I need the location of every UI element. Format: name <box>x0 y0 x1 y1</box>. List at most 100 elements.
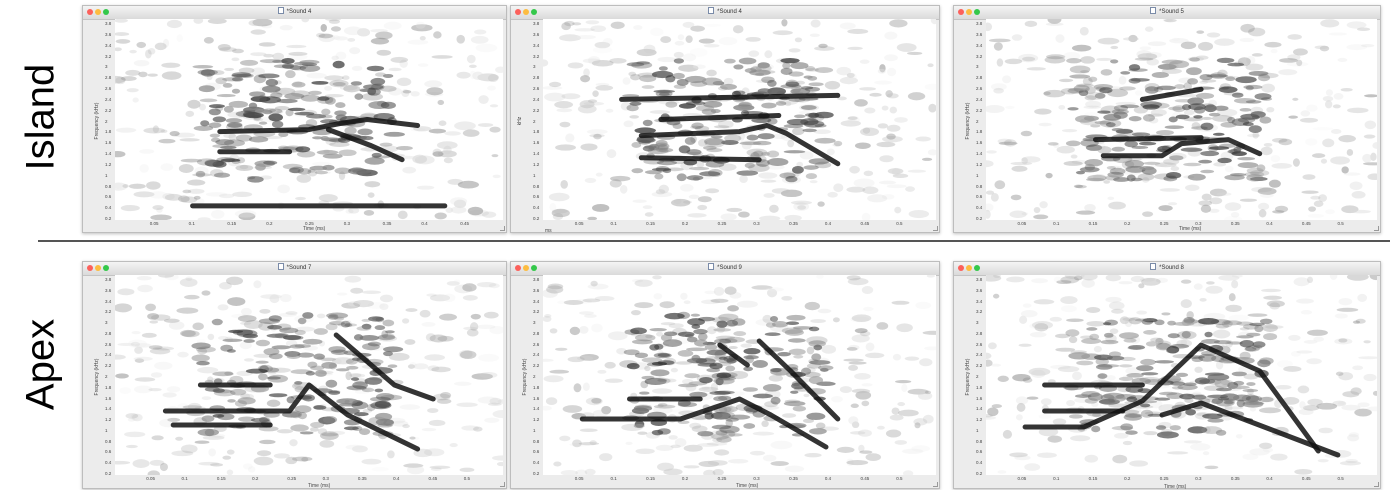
close-button[interactable] <box>958 9 964 15</box>
y-tick-label: 1.2 <box>105 161 112 167</box>
energy-blob <box>351 401 369 410</box>
noise-blob <box>1272 210 1285 214</box>
zoom-button[interactable] <box>531 9 537 15</box>
title-bar[interactable]: *Sound 7 <box>83 262 506 276</box>
row-label-island: Island <box>18 63 63 171</box>
spectrogram-window-1[interactable]: *Sound 4 Frequency (kHz) Time (ms) 3.8 3.… <box>82 5 507 233</box>
noise-blob <box>428 419 446 427</box>
close-button[interactable] <box>515 9 521 15</box>
noise-blob <box>462 129 480 137</box>
spectrogram-plot[interactable] <box>115 19 503 220</box>
y-axis-label: Frequency (kHz) <box>94 358 100 396</box>
noise-blob <box>450 206 467 214</box>
y-tick-label: 3 <box>533 64 536 70</box>
energy-blob <box>686 336 698 343</box>
energy-blob <box>192 64 214 69</box>
minimize-button[interactable] <box>523 9 529 15</box>
energy-blob <box>808 376 824 385</box>
spectrogram-window-2[interactable]: *Sound 4 kHz ms 3.8 3.6 3.4 3.2 3 2.8 2.6 2.4 2.… <box>510 5 940 234</box>
spectrogram-window-6[interactable]: *Sound 8 Frequency (kHz) Time (ms) 3.8 3.… <box>953 261 1381 490</box>
noise-blob <box>133 59 150 67</box>
noise-blob <box>1100 69 1113 76</box>
noise-blob <box>1206 281 1215 285</box>
noise-blob <box>1060 305 1077 313</box>
noise-blob <box>787 139 795 148</box>
resize-handle[interactable] <box>933 226 938 231</box>
energy-blob <box>686 175 704 181</box>
close-button[interactable] <box>958 265 964 271</box>
spectrogram-window-4[interactable]: *Sound 7 Frequency (kHz) Time (ms) 3.8 3.… <box>82 261 507 489</box>
noise-blob <box>312 171 331 175</box>
title-bar[interactable]: *Sound 4 <box>83 6 506 20</box>
close-button[interactable] <box>87 9 93 15</box>
title-bar[interactable]: *Sound 9 <box>511 262 939 276</box>
noise-blob <box>990 363 1002 367</box>
noise-blob <box>1338 297 1353 306</box>
zoom-button[interactable] <box>103 9 109 15</box>
x-tick-label: 0.1 <box>181 476 188 481</box>
minimize-button[interactable] <box>95 265 101 271</box>
y-tick-label: 2.6 <box>105 341 112 347</box>
noise-blob <box>429 334 448 343</box>
noise-blob <box>147 73 158 77</box>
noise-blob <box>589 133 605 138</box>
title-bar[interactable]: *Sound 4 <box>511 6 939 20</box>
y-tick-label: 0.2 <box>105 216 112 221</box>
x-tick-label: 0.25 <box>717 476 727 481</box>
harmonic-contour <box>1022 342 1321 454</box>
energy-blob <box>639 74 657 83</box>
title-bar[interactable]: *Sound 5 <box>954 6 1380 20</box>
spectrogram-plot[interactable] <box>986 275 1377 475</box>
window-title: *Sound 9 <box>511 263 939 271</box>
zoom-button[interactable] <box>531 265 537 271</box>
energy-blob <box>368 316 384 322</box>
y-axis-label: Frequency (kHz) <box>965 102 971 140</box>
harmonic-contour <box>325 127 405 163</box>
spectrogram-plot[interactable] <box>543 19 936 220</box>
resize-handle[interactable] <box>933 482 938 487</box>
close-button[interactable] <box>515 265 521 271</box>
energy-blob <box>699 171 721 177</box>
minimize-button[interactable] <box>95 9 101 15</box>
title-bar[interactable]: *Sound 8 <box>954 262 1380 276</box>
noise-blob <box>1251 186 1272 193</box>
spectrogram-plot[interactable] <box>115 275 503 475</box>
energy-blob <box>209 133 221 138</box>
zoom-button[interactable] <box>974 265 980 271</box>
noise-blob <box>681 378 694 385</box>
resize-handle[interactable] <box>500 226 505 231</box>
noise-blob <box>1045 22 1064 26</box>
energy-blob <box>1237 157 1256 161</box>
energy-blob <box>330 349 349 355</box>
energy-blob <box>715 430 728 436</box>
noise-blob <box>472 71 484 80</box>
zoom-button[interactable] <box>974 9 980 15</box>
energy-blob <box>1191 122 1201 129</box>
noise-blob <box>584 177 597 183</box>
energy-blob <box>1223 320 1242 326</box>
close-button[interactable] <box>87 265 93 271</box>
noise-blob <box>859 127 880 137</box>
noise-blob <box>163 318 180 323</box>
noise-blob <box>1325 209 1335 215</box>
resize-handle[interactable] <box>500 482 505 487</box>
y-tick-label: 2.2 <box>105 363 112 369</box>
minimize-button[interactable] <box>966 9 972 15</box>
noise-blob <box>884 31 898 40</box>
energy-blob <box>814 137 836 144</box>
spectrogram-window-5[interactable]: *Sound 9 Frequency (kHz) Time (ms) 3.8 3.… <box>510 261 940 489</box>
energy-blob <box>805 173 818 180</box>
energy-blob <box>1201 79 1217 83</box>
resize-handle[interactable] <box>1374 482 1379 487</box>
energy-blob <box>785 81 800 88</box>
spectrogram-plot[interactable] <box>986 19 1377 220</box>
minimize-button[interactable] <box>966 265 972 271</box>
zoom-button[interactable] <box>103 265 109 271</box>
energy-blob <box>697 431 714 437</box>
spectrogram-plot[interactable] <box>543 275 936 475</box>
minimize-button[interactable] <box>523 265 529 271</box>
noise-blob <box>724 286 737 295</box>
spectrogram-window-3[interactable]: *Sound 5 Frequency (kHz) Time (ms) 3.8 3.… <box>953 5 1381 233</box>
energy-blob <box>1247 313 1268 317</box>
resize-handle[interactable] <box>1374 226 1379 231</box>
